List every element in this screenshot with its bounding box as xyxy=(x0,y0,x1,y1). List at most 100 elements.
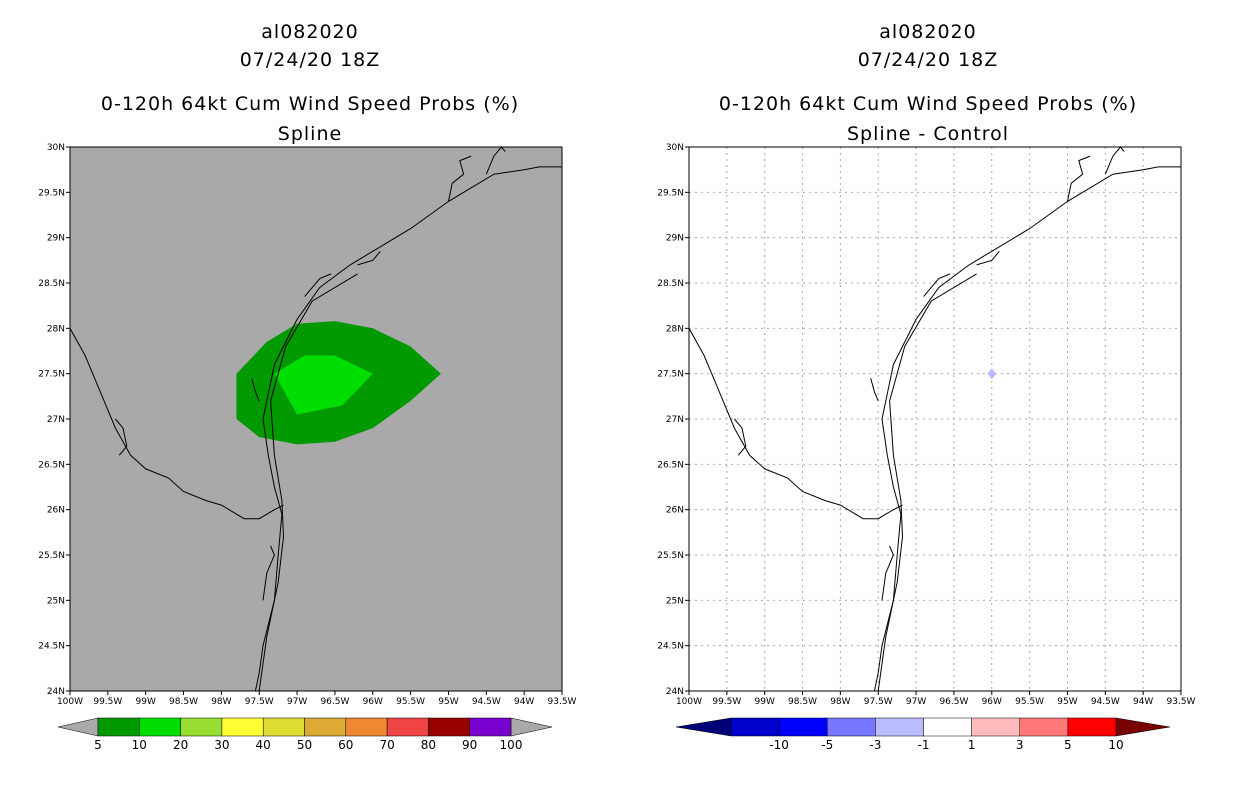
colorbar-segment xyxy=(827,717,876,737)
y-tick-label: 25N xyxy=(47,596,65,606)
coastline-inlet xyxy=(485,147,506,175)
coastline-inlet xyxy=(304,273,332,297)
y-tick-label: 27N xyxy=(666,415,684,425)
x-tick-label: 99.5W xyxy=(93,697,122,707)
y-tick-label: 26.5N xyxy=(657,460,684,470)
x-tick-label: 95.5W xyxy=(1015,697,1044,707)
y-tick-label: 29.5N xyxy=(38,188,65,198)
colorbar-label: 5 xyxy=(94,738,102,752)
colorbar-segment xyxy=(262,717,305,737)
x-tick-label: 97W xyxy=(906,697,926,707)
coastline-inlet xyxy=(1067,155,1091,202)
x-tick-label: 94.5W xyxy=(472,697,501,707)
y-tick-label: 29.5N xyxy=(657,188,684,198)
y-tick-label: 28N xyxy=(47,324,65,334)
x-tick-label: 95.5W xyxy=(396,697,425,707)
colorbar-label: -10 xyxy=(769,738,789,752)
x-tick-label: 96.5W xyxy=(939,697,968,707)
x-tick-label: 94W xyxy=(1133,697,1153,707)
x-tick-label: 98W xyxy=(211,697,231,707)
border-rio-grande xyxy=(70,328,284,520)
panel-1: al082020 07/24/20 18Z 0-120h 64kt Cum Wind… xyxy=(38,21,576,752)
colorbar-label: 70 xyxy=(379,738,394,752)
colorbar-segment xyxy=(730,717,780,737)
colorbar-label: 1 xyxy=(968,738,976,752)
x-tick-label: 98.5W xyxy=(788,697,817,707)
colorbar-label: 20 xyxy=(173,738,188,752)
panel-title-line-1: al082020 xyxy=(879,21,976,43)
colorbar-label: 3 xyxy=(1016,738,1024,752)
colorbar-label: 60 xyxy=(338,738,353,752)
y-tick-label: 27N xyxy=(47,415,65,425)
panel-title-line-3: 0-120h 64kt Cum Wind Speed Probs (%) xyxy=(719,93,1137,115)
panel-2: al082020 07/24/20 18Z 0-120h 64kt Cum Wind… xyxy=(657,21,1195,752)
colorbar: 5 10 20 30 40 50 60 70 80 90 100 xyxy=(57,717,553,752)
colorbar-segment xyxy=(345,717,388,737)
coastline-inlet xyxy=(115,418,128,456)
x-tick-label: 96W xyxy=(363,697,383,707)
coastline-inlet xyxy=(251,378,260,402)
coastline-texas xyxy=(254,264,351,691)
y-tick-label: 29N xyxy=(666,234,684,244)
y-tick-label: 24N xyxy=(666,687,684,697)
y-tick-label: 26N xyxy=(47,506,65,516)
plot-area xyxy=(689,147,1181,691)
x-tick-label: 94.5W xyxy=(1091,697,1120,707)
colorbar-label: 30 xyxy=(214,738,229,752)
x-tick-label: 100W xyxy=(676,697,702,707)
x-tick-label: 93.5W xyxy=(1167,697,1196,707)
coastline-barrier-island xyxy=(258,273,358,691)
y-tick-label: 24N xyxy=(47,687,65,697)
y-tick-label: 28.5N xyxy=(38,279,65,289)
colorbar-segment xyxy=(1067,717,1117,737)
x-tick-label: 99.5W xyxy=(712,697,741,707)
border-rio-grande xyxy=(689,328,903,520)
colorbar-segment xyxy=(469,717,512,737)
panel-title-line-4: Spline xyxy=(278,123,342,145)
x-tick-label: 97.5W xyxy=(864,697,893,707)
colorbar-segment xyxy=(139,717,181,737)
x-tick-label: 97W xyxy=(287,697,307,707)
y-tick-label: 28.5N xyxy=(657,279,684,289)
colorbar-segment xyxy=(1019,717,1069,737)
y-tick-label: 25N xyxy=(666,596,684,606)
colorbar-over-arrow xyxy=(510,717,553,737)
x-tick-label: 99W xyxy=(755,697,775,707)
panel-title-line-1: al082020 xyxy=(261,21,358,43)
x-tick-label: 100W xyxy=(57,697,83,707)
y-tick-label: 24.5N xyxy=(38,642,65,652)
coastline-texas xyxy=(873,264,970,691)
y-tick-label: 28N xyxy=(666,324,684,334)
x-tick-label: 94W xyxy=(514,697,534,707)
colorbar-label: -3 xyxy=(869,738,881,752)
panel-title-line-2: 07/24/20 18Z xyxy=(240,49,381,71)
y-tick-label: 27.5N xyxy=(657,370,684,380)
x-tick-label: 97.5W xyxy=(245,697,274,707)
colorbar-segment xyxy=(971,717,1020,737)
colorbar-label: 10 xyxy=(132,738,147,752)
colorbar-segment xyxy=(923,717,972,737)
colorbar-label: 10 xyxy=(1108,738,1123,752)
coastline-upper xyxy=(349,166,562,266)
x-tick-label: 95W xyxy=(438,697,458,707)
colorbar-segment xyxy=(180,717,223,737)
contour-fill--3to-1 xyxy=(987,368,997,380)
colorbar-label: -5 xyxy=(821,738,833,752)
colorbar-under-arrow xyxy=(675,717,732,737)
colorbar-label: 90 xyxy=(462,738,477,752)
coastline-inlet xyxy=(262,545,275,601)
coastline-inlet xyxy=(448,155,472,202)
x-tick-label: 98W xyxy=(830,697,850,707)
x-tick-label: 93.5W xyxy=(548,697,577,707)
y-tick-label: 30N xyxy=(47,143,65,153)
panel-title-line-3: 0-120h 64kt Cum Wind Speed Probs (%) xyxy=(101,93,519,115)
x-tick-label: 96.5W xyxy=(320,697,349,707)
y-tick-label: 24.5N xyxy=(657,642,684,652)
colorbar-label: 40 xyxy=(256,738,271,752)
colorbar-segment xyxy=(221,717,264,737)
y-tick-label: 25.5N xyxy=(657,551,684,561)
coastline-upper xyxy=(968,166,1181,266)
colorbar-segment xyxy=(778,717,828,737)
colorbar-segment xyxy=(875,717,924,737)
